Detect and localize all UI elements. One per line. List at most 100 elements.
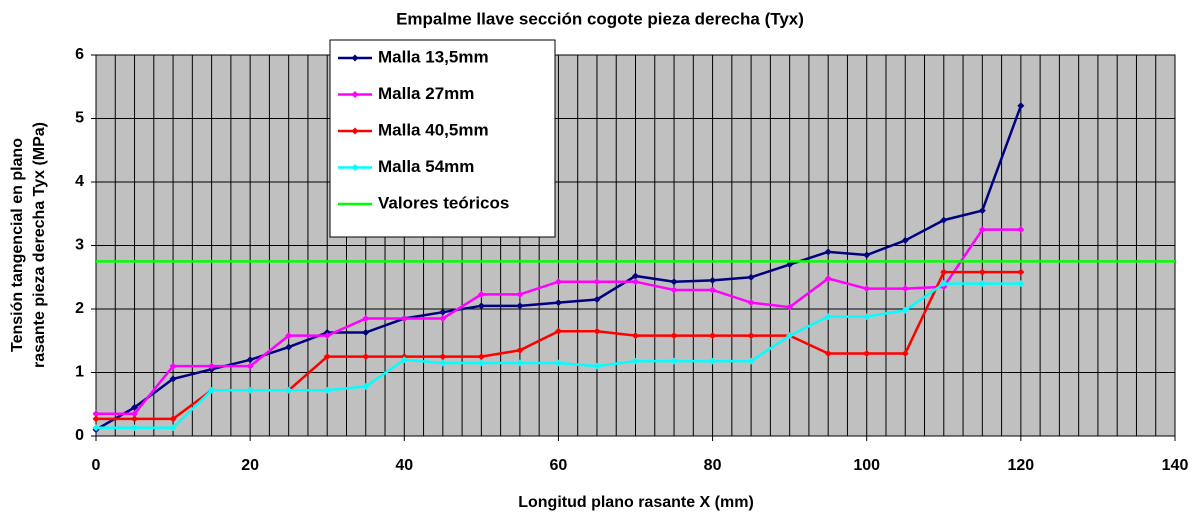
data-point — [92, 415, 100, 423]
data-point — [593, 295, 601, 303]
data-point — [593, 362, 601, 370]
data-point — [940, 216, 948, 224]
data-point — [516, 346, 524, 354]
legend-marker — [351, 127, 359, 135]
y-tick-label: 3 — [75, 237, 84, 254]
data-point — [824, 313, 832, 321]
data-point — [477, 359, 485, 367]
data-point — [554, 359, 562, 367]
data-point — [709, 276, 717, 284]
data-point — [400, 356, 408, 364]
data-point — [978, 268, 986, 276]
data-point — [901, 306, 909, 314]
data-point — [516, 302, 524, 310]
data-point — [1017, 102, 1025, 110]
data-point — [477, 302, 485, 310]
x-tick-label: 60 — [550, 457, 568, 474]
data-point — [554, 327, 562, 335]
data-point — [670, 278, 678, 286]
data-point — [285, 386, 293, 394]
y-tick-label: 5 — [75, 110, 84, 127]
data-point — [940, 280, 948, 288]
data-point — [978, 226, 986, 234]
y-axis-label: Tensión tangencial en plano — [9, 138, 26, 352]
data-point — [824, 248, 832, 256]
data-point — [593, 327, 601, 335]
data-point — [632, 357, 639, 365]
data-point — [786, 332, 794, 340]
x-tick-label: 140 — [1162, 457, 1189, 474]
data-point — [323, 353, 331, 361]
plot-border — [95, 54, 1176, 437]
data-point — [863, 349, 871, 357]
data-point — [131, 410, 139, 418]
data-point — [632, 278, 639, 286]
data-point — [786, 303, 794, 311]
data-point — [169, 424, 177, 432]
data-point — [246, 362, 254, 370]
data-point — [516, 359, 524, 367]
data-point — [477, 290, 485, 298]
data-point — [863, 313, 871, 321]
data-point — [747, 299, 755, 307]
data-point — [824, 275, 832, 283]
data-point — [362, 382, 370, 390]
data-point — [362, 353, 370, 361]
x-tick-label: 100 — [853, 457, 880, 474]
x-tick-label: 20 — [241, 457, 259, 474]
data-point — [901, 285, 909, 293]
x-tick-label: 120 — [1008, 457, 1035, 474]
data-point — [323, 386, 331, 394]
x-tick-label: 40 — [395, 457, 413, 474]
y-tick-label: 4 — [75, 173, 84, 190]
data-point — [285, 343, 293, 351]
data-point — [246, 386, 254, 394]
data-point — [709, 357, 717, 365]
data-point — [169, 415, 177, 423]
data-point — [1017, 280, 1025, 288]
legend-marker — [351, 164, 359, 171]
data-point — [439, 315, 447, 323]
legend-marker — [351, 91, 359, 98]
data-point — [670, 332, 678, 340]
data-point — [978, 280, 986, 288]
data-point — [400, 315, 408, 323]
data-point — [323, 332, 331, 340]
y-tick-label: 1 — [75, 364, 84, 381]
legend-label: Valores teóricos — [378, 193, 509, 212]
y-axis-label: rasante pieza derecha Tyx (MPa) — [31, 122, 48, 368]
data-point — [1017, 268, 1025, 276]
x-tick-label: 0 — [92, 457, 101, 474]
data-point — [978, 207, 986, 215]
data-point — [593, 278, 601, 286]
data-point — [709, 332, 717, 340]
data-point — [863, 285, 871, 293]
data-point — [632, 332, 639, 340]
data-point — [131, 403, 139, 411]
data-point — [670, 286, 678, 294]
data-point — [208, 386, 216, 394]
data-point — [208, 362, 216, 370]
y-tick-label: 0 — [75, 427, 84, 444]
data-point — [285, 332, 293, 340]
data-point — [92, 410, 100, 418]
data-point — [747, 273, 755, 281]
data-point — [131, 424, 139, 432]
data-point — [670, 357, 678, 365]
data-point — [362, 315, 370, 323]
data-point — [632, 272, 639, 280]
data-point — [747, 332, 755, 340]
legend-label: Malla 27mm — [378, 84, 474, 103]
legend-label: Malla 54mm — [378, 157, 474, 176]
data-point — [516, 290, 524, 298]
data-point — [439, 359, 447, 367]
data-point — [362, 328, 370, 336]
data-point — [786, 261, 794, 269]
y-tick-label: 2 — [75, 300, 84, 317]
data-point — [169, 362, 177, 370]
data-point — [439, 308, 447, 316]
x-axis-label: Longitud plano rasante X (mm) — [518, 494, 754, 511]
data-point — [863, 251, 871, 259]
x-tick-label: 80 — [704, 457, 722, 474]
